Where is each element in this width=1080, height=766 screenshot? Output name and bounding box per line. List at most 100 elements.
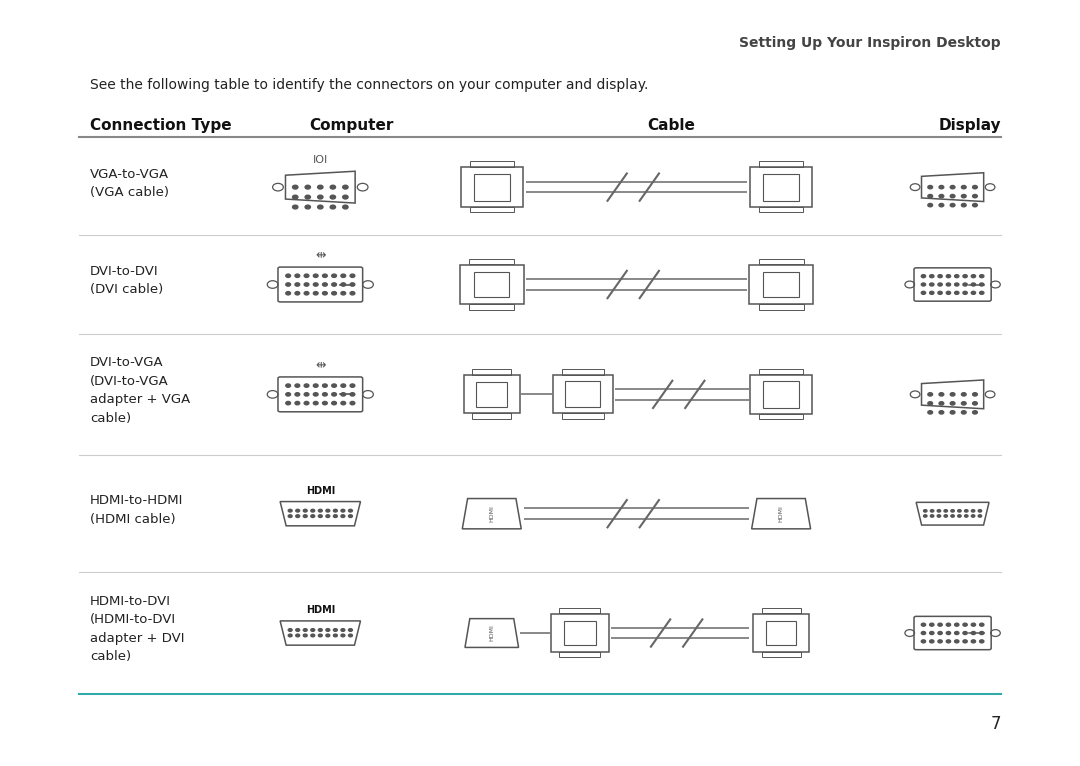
Circle shape <box>964 509 968 512</box>
Circle shape <box>963 275 968 278</box>
Circle shape <box>342 185 348 189</box>
Circle shape <box>288 629 292 631</box>
Circle shape <box>311 509 314 512</box>
Circle shape <box>313 283 319 286</box>
Circle shape <box>295 401 300 404</box>
Circle shape <box>950 195 955 198</box>
Text: 7: 7 <box>990 715 1001 733</box>
Text: HDMI: HDMI <box>306 605 335 615</box>
Circle shape <box>930 283 934 286</box>
Circle shape <box>930 624 934 627</box>
Bar <box>761 652 800 657</box>
Text: HDMI: HDMI <box>489 624 495 641</box>
Circle shape <box>946 275 950 278</box>
Circle shape <box>305 283 309 286</box>
Circle shape <box>944 509 947 512</box>
Bar <box>559 652 599 657</box>
Circle shape <box>296 509 299 512</box>
Circle shape <box>341 393 346 396</box>
Circle shape <box>961 185 967 188</box>
Circle shape <box>313 384 319 388</box>
Circle shape <box>323 274 327 277</box>
Bar <box>551 614 609 652</box>
Circle shape <box>961 411 967 414</box>
Circle shape <box>286 401 291 404</box>
Circle shape <box>330 195 336 199</box>
Circle shape <box>341 384 346 388</box>
Circle shape <box>937 509 941 512</box>
Circle shape <box>349 629 352 631</box>
Circle shape <box>286 292 291 295</box>
Circle shape <box>980 291 984 294</box>
Circle shape <box>955 631 959 634</box>
Circle shape <box>332 283 337 286</box>
Circle shape <box>295 292 300 295</box>
Circle shape <box>341 274 346 277</box>
Bar <box>476 382 508 407</box>
Circle shape <box>928 411 932 414</box>
Circle shape <box>341 629 345 631</box>
Circle shape <box>937 631 942 634</box>
Circle shape <box>341 401 346 404</box>
Bar <box>470 207 513 212</box>
Circle shape <box>939 195 944 198</box>
Circle shape <box>288 509 292 512</box>
Circle shape <box>349 515 352 518</box>
Circle shape <box>946 283 950 286</box>
Circle shape <box>971 275 975 278</box>
Circle shape <box>930 640 934 643</box>
Circle shape <box>921 631 926 634</box>
Circle shape <box>332 292 337 295</box>
Bar <box>750 375 812 414</box>
Circle shape <box>296 634 299 637</box>
Circle shape <box>305 292 309 295</box>
Circle shape <box>950 411 955 414</box>
Circle shape <box>296 629 299 631</box>
Circle shape <box>930 275 934 278</box>
Circle shape <box>303 515 307 518</box>
Bar <box>750 168 812 207</box>
Bar <box>566 381 600 408</box>
Bar <box>470 259 514 264</box>
Circle shape <box>928 185 932 188</box>
Circle shape <box>939 204 944 207</box>
Text: ⇹: ⇹ <box>315 248 325 261</box>
Circle shape <box>963 624 968 627</box>
Circle shape <box>928 401 932 405</box>
Circle shape <box>319 629 322 631</box>
Circle shape <box>923 515 927 517</box>
Circle shape <box>944 515 947 517</box>
Circle shape <box>971 291 975 294</box>
Bar <box>562 369 604 375</box>
Text: VGA-to-VGA
(VGA cable): VGA-to-VGA (VGA cable) <box>90 168 170 199</box>
Bar <box>759 368 802 374</box>
Circle shape <box>341 292 346 295</box>
Circle shape <box>937 640 942 643</box>
Circle shape <box>937 515 941 517</box>
Text: HDMI: HDMI <box>306 486 335 496</box>
Circle shape <box>950 515 955 517</box>
Bar <box>470 304 514 309</box>
Circle shape <box>961 195 967 198</box>
Circle shape <box>950 393 955 396</box>
Circle shape <box>350 283 355 286</box>
Text: HDMI: HDMI <box>489 506 495 522</box>
Circle shape <box>311 634 314 637</box>
Circle shape <box>341 283 346 286</box>
Circle shape <box>928 393 932 396</box>
Circle shape <box>973 195 977 198</box>
Circle shape <box>334 515 337 518</box>
Text: DVI-to-VGA
(DVI-to-VGA
adapter + VGA
cable): DVI-to-VGA (DVI-to-VGA adapter + VGA cab… <box>90 356 190 425</box>
Bar <box>470 162 513 167</box>
Circle shape <box>288 634 292 637</box>
Circle shape <box>350 274 355 277</box>
Text: Connection Type: Connection Type <box>90 118 231 133</box>
Circle shape <box>961 401 967 405</box>
Circle shape <box>978 509 982 512</box>
Circle shape <box>923 509 927 512</box>
Bar <box>559 608 599 614</box>
Circle shape <box>303 509 307 512</box>
Bar <box>761 608 800 614</box>
Circle shape <box>303 629 307 631</box>
Circle shape <box>305 274 309 277</box>
